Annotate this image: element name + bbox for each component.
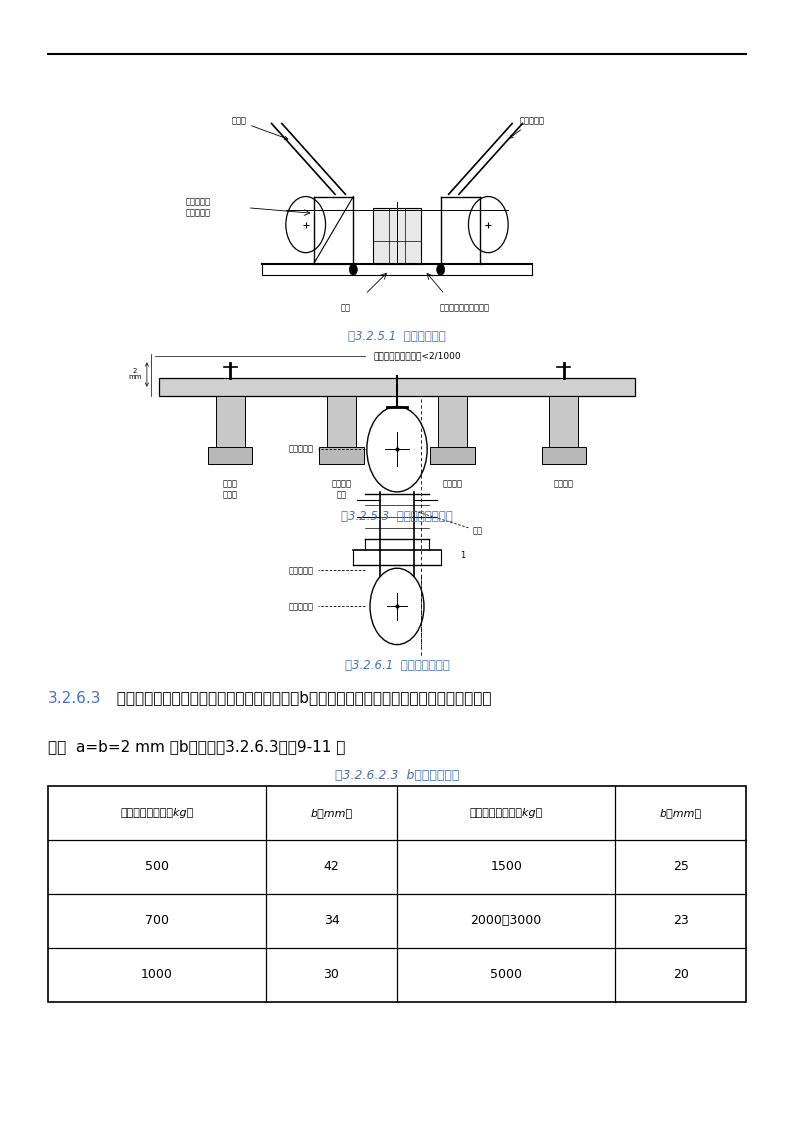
Text: 斜拉杆: 斜拉杆	[231, 117, 288, 139]
Text: 弹簧式导靴应随电梯的额定载重量不同而调整b尺寸，使内部弹簧受力相同，保持轿厢平衡，: 弹簧式导靴应随电梯的额定载重量不同而调整b尺寸，使内部弹簧受力相同，保持轿厢平衡…	[107, 691, 491, 705]
Text: 1000: 1000	[141, 968, 173, 982]
Bar	[159, 378, 635, 396]
Bar	[373, 208, 421, 264]
Text: 下导靴中心: 下导靴中心	[289, 602, 314, 611]
Text: b（mm）: b（mm）	[310, 809, 353, 818]
Text: 双螺栓紧固: 双螺栓紧固	[510, 117, 545, 138]
Text: 1500: 1500	[490, 860, 522, 874]
Text: 调水平度
垫片: 调水平度 垫片	[331, 480, 352, 499]
Text: 700: 700	[145, 914, 169, 928]
Text: 电梯额定载重量（kg）: 电梯额定载重量（kg）	[120, 809, 194, 818]
Text: 减振胶垫: 减振胶垫	[442, 480, 463, 489]
Text: 老虎口中心: 老虎口中心	[289, 566, 314, 575]
Text: 图3.2.5.1  轿箱底盘安装: 图3.2.5.1 轿箱底盘安装	[348, 330, 446, 344]
Bar	[319, 447, 364, 464]
Text: 图3.2.6.1  上下导靴安装图: 图3.2.6.1 上下导靴安装图	[345, 659, 449, 673]
Text: 轿底定
位螺栓: 轿底定 位螺栓	[223, 480, 237, 499]
Text: 25: 25	[673, 860, 688, 874]
Bar	[327, 396, 356, 449]
Text: 2
mm: 2 mm	[128, 367, 142, 381]
Text: 电梯额定载重量（kg）: 电梯额定载重量（kg）	[469, 809, 543, 818]
Text: 图3.2.5.3  轿箱定位螺栓调整: 图3.2.5.3 轿箱定位螺栓调整	[341, 510, 453, 523]
Text: 重锤: 重锤	[472, 527, 483, 536]
Text: 1: 1	[461, 551, 466, 560]
Text: 轿底与立柱
的连接螺栓: 轿底与立柱 的连接螺栓	[186, 198, 210, 218]
Text: 30: 30	[324, 968, 339, 982]
Circle shape	[437, 264, 445, 275]
Bar	[208, 447, 252, 464]
Text: 上导靴中心: 上导靴中心	[289, 445, 314, 454]
Bar	[549, 396, 578, 449]
Bar	[216, 396, 245, 449]
Text: 表3.2.6.2.3  b尺寸的调整表: 表3.2.6.2.3 b尺寸的调整表	[335, 769, 459, 783]
Bar	[48, 786, 746, 1002]
Text: 42: 42	[324, 860, 339, 874]
Text: 轿箱与底架的连接螺栓: 轿箱与底架的连接螺栓	[440, 303, 489, 312]
Text: 轿底托架: 轿底托架	[553, 480, 574, 489]
Text: 调整  a=b=2 mm 。b尺寸见表3.2.6.3和图9-11 。: 调整 a=b=2 mm 。b尺寸见表3.2.6.3和图9-11 。	[48, 739, 345, 754]
Text: 2000～3000: 2000～3000	[471, 914, 542, 928]
Text: 3.2.6.3: 3.2.6.3	[48, 691, 101, 705]
Circle shape	[349, 264, 357, 275]
Text: 轿底横纵向不水平度<2/1000: 轿底横纵向不水平度<2/1000	[373, 351, 461, 360]
Text: 5000: 5000	[490, 968, 522, 982]
Text: 23: 23	[673, 914, 688, 928]
Bar	[438, 396, 467, 449]
Bar	[430, 447, 475, 464]
Text: 34: 34	[324, 914, 339, 928]
Text: 底架: 底架	[341, 303, 350, 312]
Text: 20: 20	[673, 968, 688, 982]
Text: b（mm）: b（mm）	[660, 809, 702, 818]
Bar	[542, 447, 586, 464]
Text: 500: 500	[145, 860, 169, 874]
